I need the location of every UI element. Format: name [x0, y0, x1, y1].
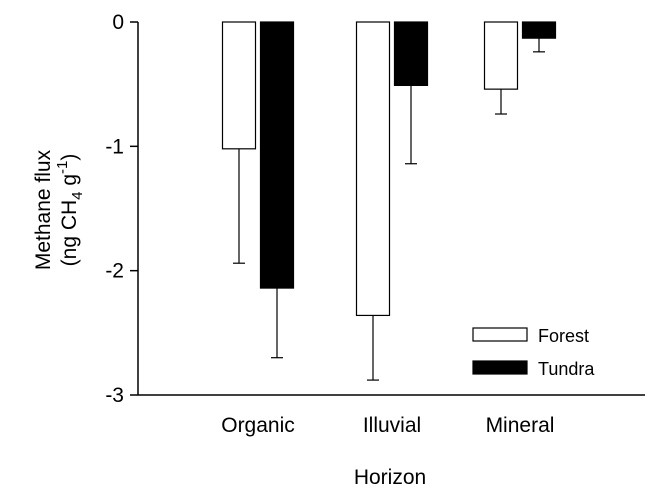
y-axis-title: Methane flux (ng CH4 g-1) — [32, 149, 86, 270]
y-axis-title-line2: (ng CH4 g-1) — [54, 154, 86, 267]
x-tick-label: Illuvial — [363, 414, 421, 437]
x-tick-label: Mineral — [486, 414, 555, 437]
y-title-mid: g — [58, 174, 81, 192]
y-tick-label: -1 — [105, 135, 124, 158]
y-title-post: ) — [58, 154, 81, 161]
legend-swatch-tundra — [472, 360, 528, 375]
legend: Forest Tundra — [472, 326, 595, 379]
y-ticks: 0 -1 -2 -3 — [105, 11, 138, 407]
bar-forest — [355, 21, 391, 317]
y-title-sub: 4 — [69, 191, 86, 199]
bar-tundra — [393, 21, 429, 87]
y-axis: 0 -1 -2 -3 — [105, 11, 139, 407]
y-title-pre: (ng CH — [58, 200, 81, 267]
y-tick-label: -3 — [105, 384, 124, 407]
bars — [221, 21, 557, 317]
x-axis-title: Horizon — [354, 466, 426, 489]
error-bars — [233, 38, 545, 381]
y-axis-title-line1: Methane flux — [32, 149, 55, 270]
bar-tundra — [521, 21, 557, 39]
bar-tundra — [259, 21, 295, 289]
legend-swatch-forest — [472, 327, 528, 342]
y-tick-label: -2 — [105, 260, 124, 283]
x-tick-label: Organic — [221, 414, 295, 437]
y-tick-label: 0 — [112, 11, 124, 34]
legend-label-tundra: Tundra — [538, 359, 595, 379]
bar-forest — [483, 21, 519, 90]
bar-forest — [221, 21, 257, 150]
y-title-sup: -1 — [54, 161, 71, 174]
legend-label-forest: Forest — [538, 326, 589, 346]
x-categories: Organic Illuvial Mineral — [221, 414, 554, 437]
